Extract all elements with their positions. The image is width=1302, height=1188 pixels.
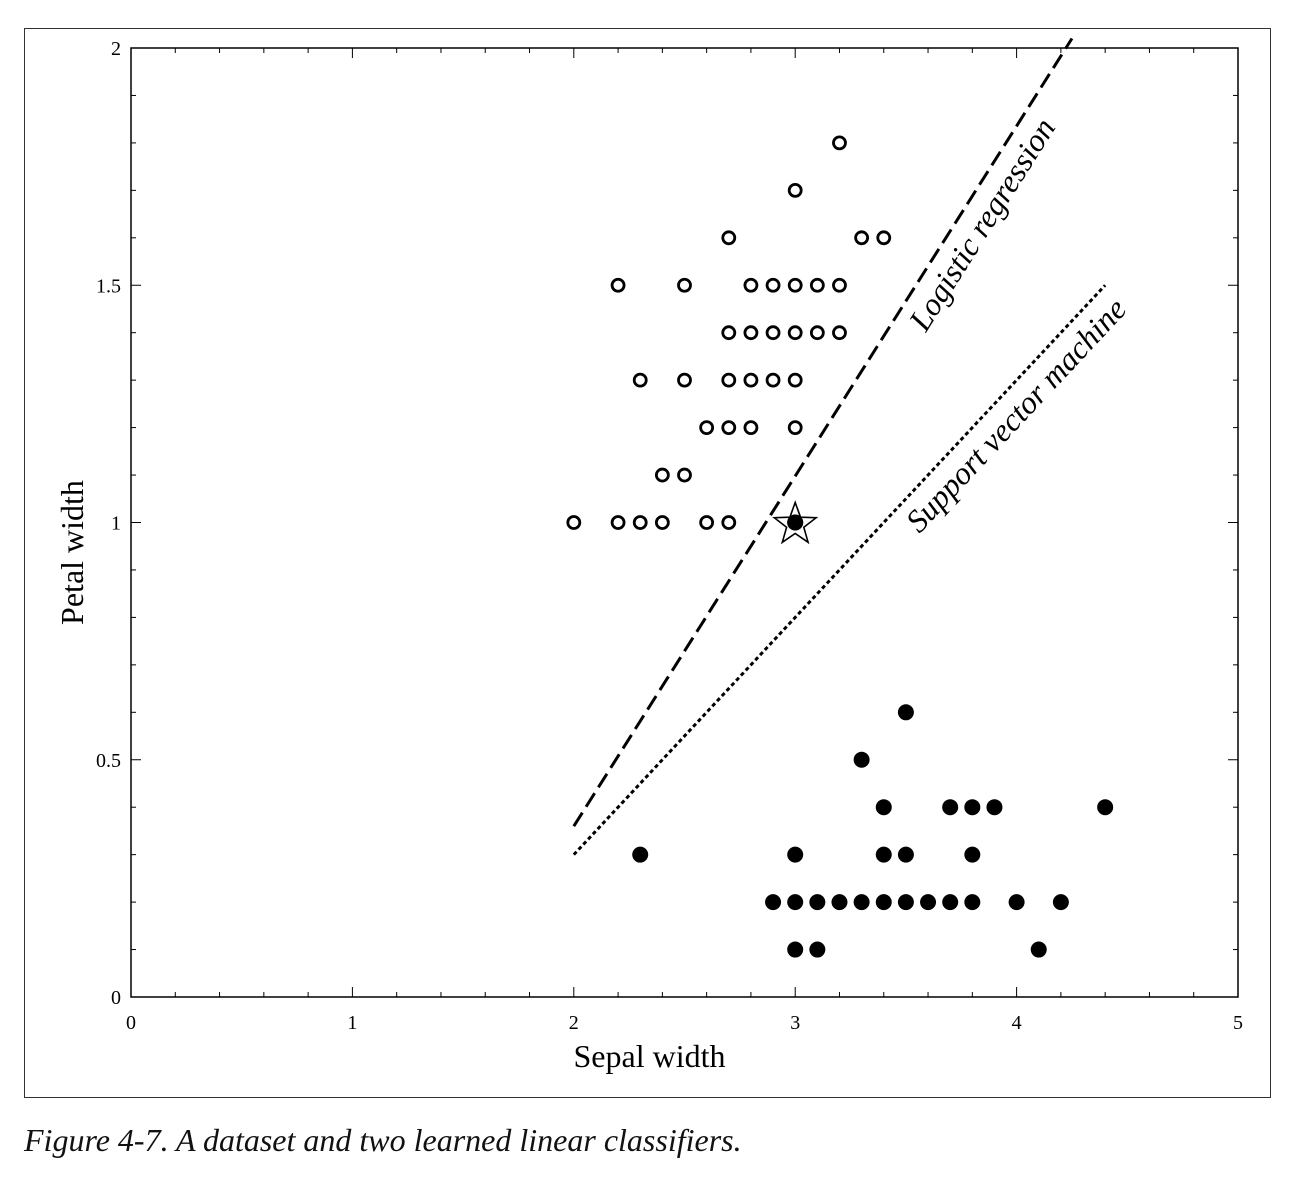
filled-circle-point xyxy=(1008,894,1025,911)
open-circle-point xyxy=(832,277,847,293)
logistic-regression-label: Logistic regression xyxy=(901,111,1062,337)
star-center-point xyxy=(787,514,804,531)
open-circle-point xyxy=(854,230,870,246)
open-circle-point xyxy=(654,467,670,483)
open-circle-point xyxy=(809,277,825,293)
data-points xyxy=(566,135,1114,958)
open-circle-point xyxy=(699,515,715,530)
open-circle-point xyxy=(832,325,847,341)
filled-circle-point xyxy=(964,846,981,863)
open-circle-point xyxy=(632,515,648,530)
open-circle-point xyxy=(876,230,892,246)
figure-caption: Figure 4-7. A dataset and two learned li… xyxy=(24,1122,742,1158)
classifier-lines xyxy=(572,37,1107,856)
open-circle-point xyxy=(743,325,759,341)
open-circle-point xyxy=(787,325,803,341)
open-circle-point xyxy=(654,515,670,530)
open-circle-point xyxy=(566,515,582,530)
svm-line xyxy=(572,284,1107,856)
filled-circle-point xyxy=(853,894,870,911)
filled-circle-point xyxy=(942,894,959,911)
star-marker xyxy=(772,500,819,545)
open-circle-point xyxy=(787,372,803,388)
filled-circle-point xyxy=(1030,941,1047,958)
filled-circle-point xyxy=(831,894,848,911)
open-circle-point xyxy=(787,420,803,436)
filled-circle-point xyxy=(964,894,981,911)
y-tick-label: 1 xyxy=(111,513,121,535)
open-circle-point xyxy=(765,325,781,341)
open-circle-point xyxy=(765,277,781,293)
y-tick-label: 0 xyxy=(111,987,121,1009)
x-axis-label: Sepal width xyxy=(574,1038,726,1074)
filled-circle-point xyxy=(809,894,826,911)
open-circle-point xyxy=(743,372,759,388)
filled-circle-point xyxy=(964,799,981,816)
filled-circle-point xyxy=(787,941,804,958)
filled-circle-point xyxy=(853,751,870,768)
open-circle-point xyxy=(809,325,825,341)
open-circle-point xyxy=(721,372,737,388)
open-circle-point xyxy=(765,372,781,388)
filled-circle-point xyxy=(875,799,892,816)
open-circle-point xyxy=(721,325,737,341)
filled-circle-point xyxy=(809,941,826,958)
filled-circle-point xyxy=(920,894,937,911)
x-tick-label: 2 xyxy=(569,1012,579,1034)
x-tick-label: 4 xyxy=(1012,1012,1022,1034)
x-tick-label: 5 xyxy=(1233,1012,1243,1034)
open-circle-point xyxy=(743,277,759,293)
filled-circle-point xyxy=(897,846,914,863)
open-circle-point xyxy=(610,277,626,293)
open-circle-point xyxy=(699,420,715,436)
filled-circle-point xyxy=(787,846,804,863)
figure-frame: 0 1 2 3 4 5 0 0.5 1 1.5 2 Sepal width Petal width Lo… xyxy=(24,28,1271,1098)
y-axis-label: Petal width xyxy=(54,480,90,625)
open-circle-point xyxy=(677,277,692,293)
logistic-regression-line xyxy=(572,37,1074,827)
plot-area-border xyxy=(130,47,1239,998)
y-tick-label: 2 xyxy=(111,38,121,60)
axes: 0 1 2 3 4 5 0 0.5 1 1.5 2 Sepal width Petal width xyxy=(54,38,1243,1074)
filled-circle-point xyxy=(1052,894,1069,911)
filled-circle-point xyxy=(897,704,914,721)
filled-circle-point xyxy=(632,846,649,863)
filled-circle-point xyxy=(765,894,782,911)
open-circle-point xyxy=(721,230,737,246)
x-tick-label: 3 xyxy=(790,1012,800,1034)
open-circle-point xyxy=(632,372,648,388)
x-tick-label: 0 xyxy=(126,1012,136,1034)
y-tick-label: 1.5 xyxy=(96,275,121,297)
open-circle-point xyxy=(832,135,847,151)
open-circle-point xyxy=(721,515,737,530)
open-circle-point xyxy=(787,182,803,198)
open-circle-point xyxy=(721,420,737,436)
open-circle-point xyxy=(677,372,692,388)
filled-circle-point xyxy=(787,894,804,911)
filled-circle-point xyxy=(875,894,892,911)
open-circle-point xyxy=(787,277,803,293)
filled-circle-point xyxy=(1097,799,1114,816)
filled-circle-point xyxy=(942,799,959,816)
filled-circle-point xyxy=(897,894,914,911)
y-tick-label: 0.5 xyxy=(96,750,121,772)
open-circle-point xyxy=(743,420,759,436)
filled-circle-point xyxy=(986,799,1003,816)
x-tick-label: 1 xyxy=(347,1012,357,1034)
scatter-chart: 0 1 2 3 4 5 0 0.5 1 1.5 2 Sepal width Petal width Lo… xyxy=(54,37,1243,1074)
filled-circle-point xyxy=(875,846,892,863)
open-circle-point xyxy=(677,467,692,483)
open-circle-point xyxy=(610,515,626,530)
